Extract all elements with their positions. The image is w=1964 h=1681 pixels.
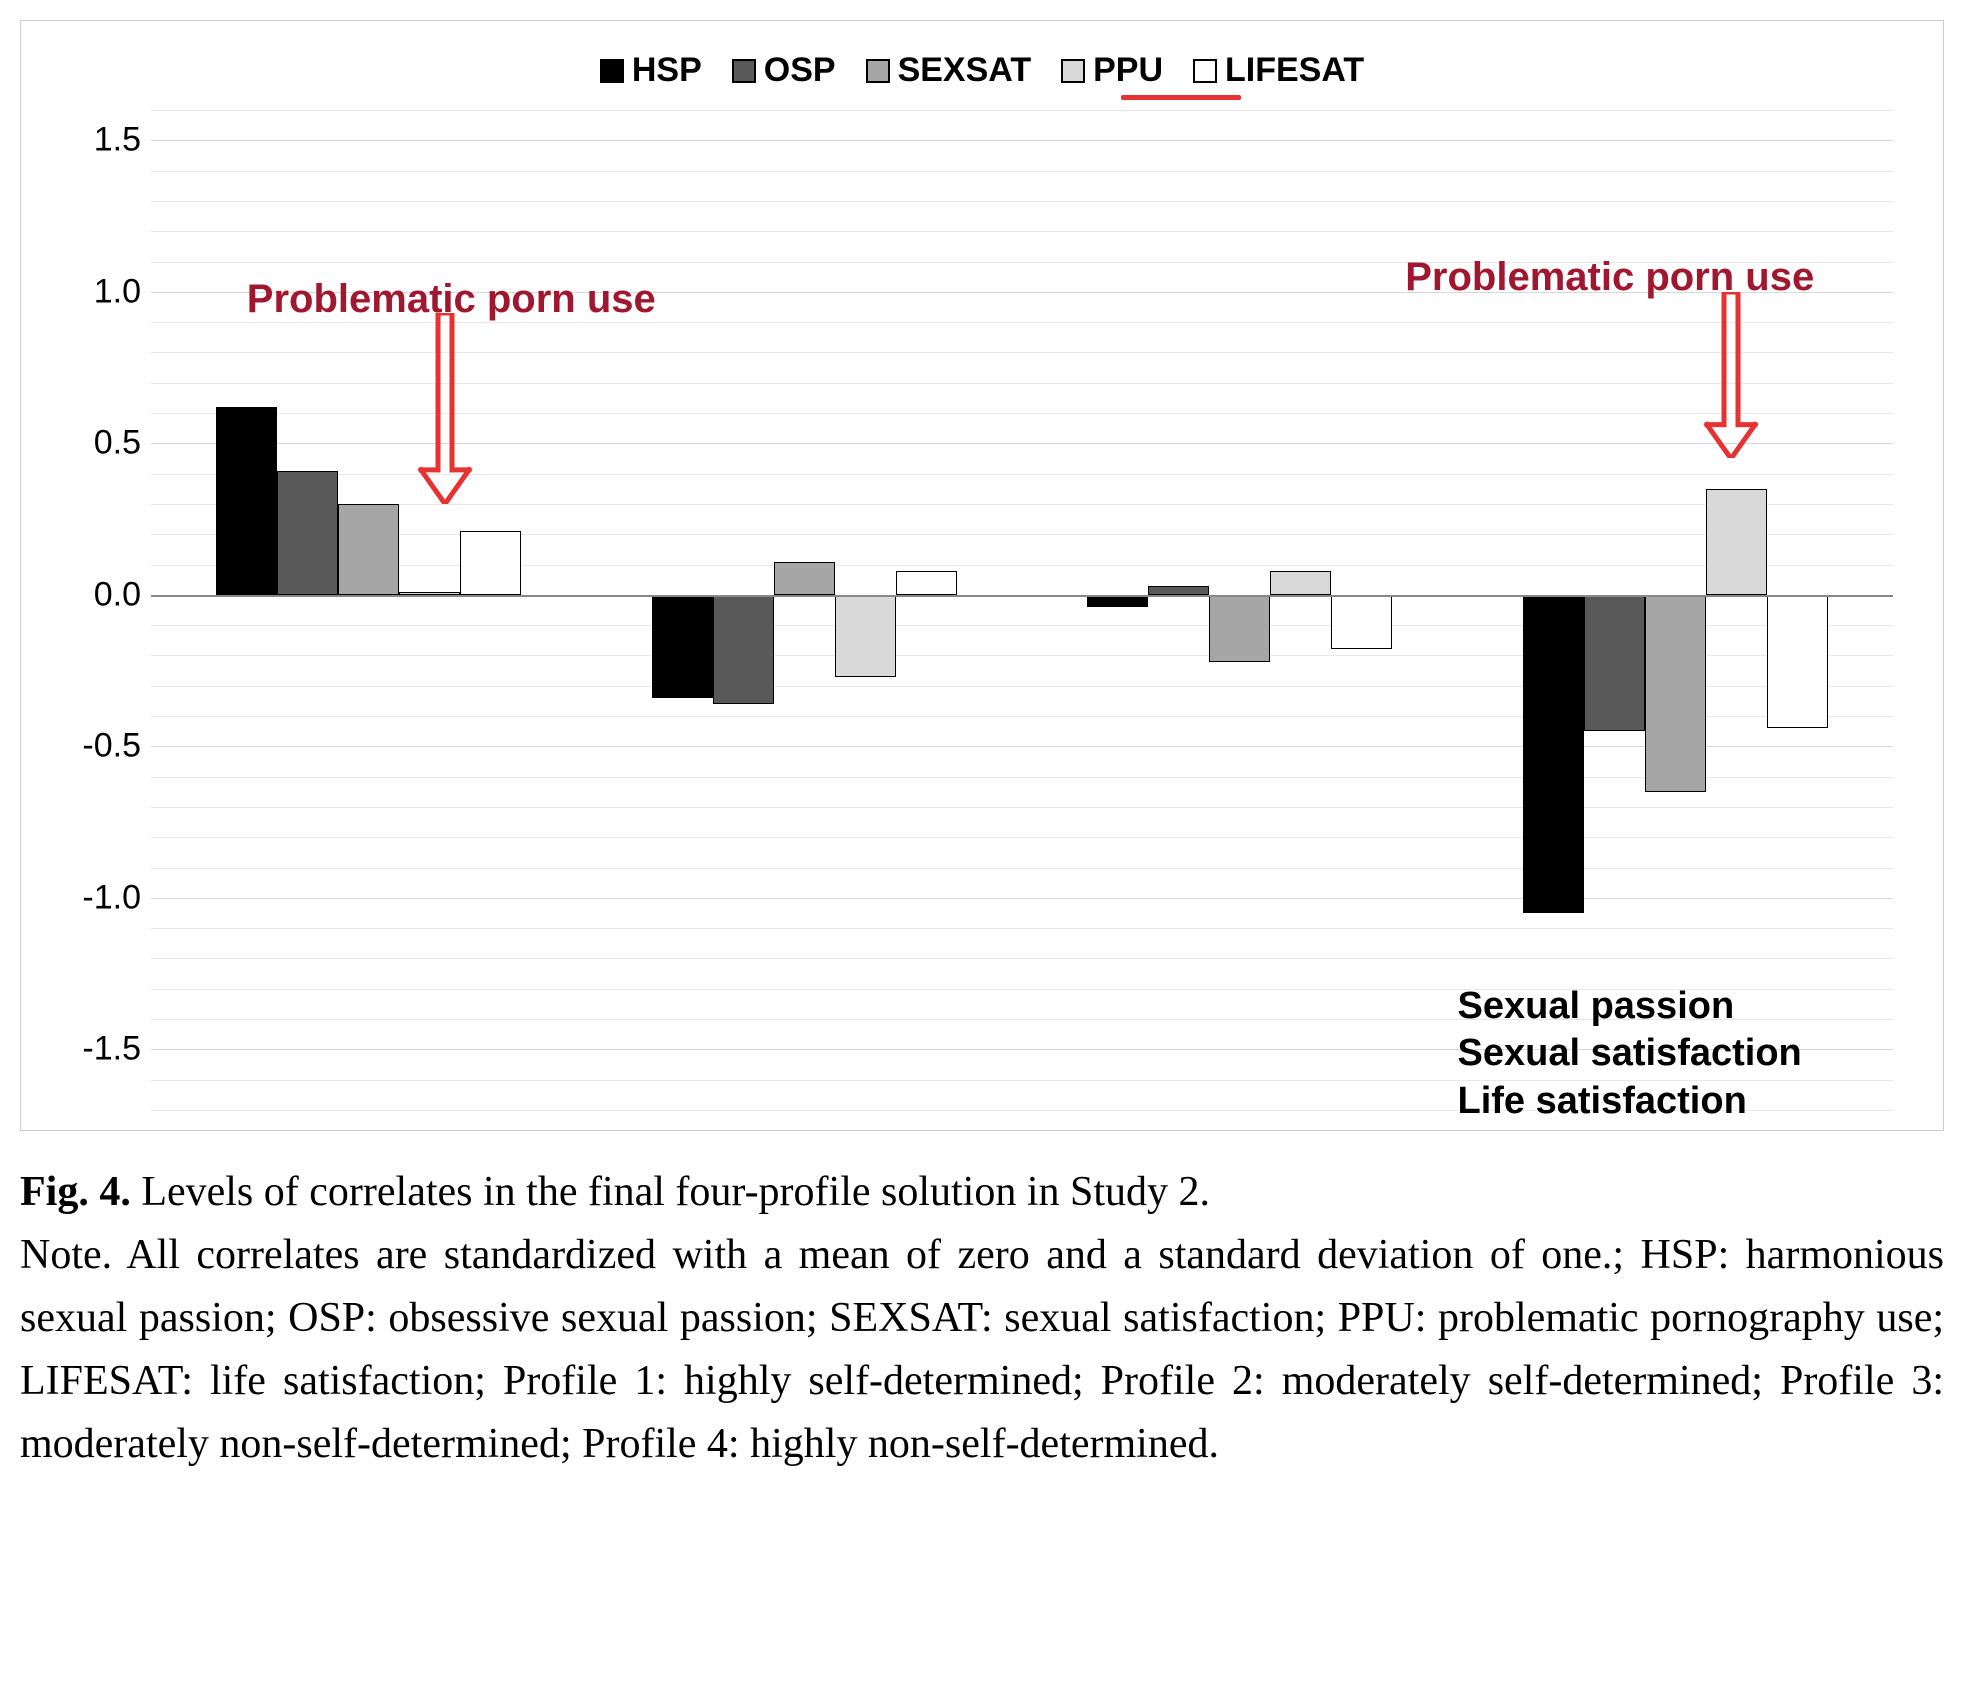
bar bbox=[713, 595, 774, 704]
bar bbox=[338, 504, 399, 595]
zero-line bbox=[151, 595, 1893, 597]
legend-swatch bbox=[732, 59, 756, 83]
bar bbox=[835, 595, 896, 677]
legend-swatch bbox=[866, 59, 890, 83]
annotation-list-item: Life satisfaction bbox=[1458, 1078, 1802, 1126]
legend-swatch bbox=[600, 59, 624, 83]
legend-item-sexsat: SEXSAT bbox=[866, 51, 1032, 90]
bar bbox=[1645, 595, 1706, 792]
figure-container: HSPOSPSEXSATPPULIFESAT -1.5-1.0-0.50.00.… bbox=[20, 20, 1944, 1476]
ppu-underline bbox=[1121, 95, 1241, 100]
y-tick-label: 1.0 bbox=[94, 272, 141, 311]
annotation-list-item: Sexual passion bbox=[1458, 983, 1802, 1031]
bar bbox=[652, 595, 713, 698]
arrow-left-icon bbox=[415, 313, 475, 504]
bar bbox=[1270, 571, 1331, 595]
annotation-list: Sexual passionSexual satisfactionLife sa… bbox=[1458, 983, 1802, 1126]
legend-label: OSP bbox=[764, 51, 836, 90]
legend-item-ppu: PPU bbox=[1061, 51, 1163, 90]
annotation-list-item: Sexual satisfaction bbox=[1458, 1030, 1802, 1078]
y-tick-label: -0.5 bbox=[82, 727, 141, 766]
figure-label: Fig. 4. bbox=[20, 1169, 131, 1215]
bar bbox=[460, 531, 521, 595]
legend-label: LIFESAT bbox=[1225, 51, 1364, 90]
bar bbox=[1767, 595, 1828, 728]
bar bbox=[1584, 595, 1645, 731]
legend: HSP OSP SEXSAT PPU LIFESAT bbox=[51, 51, 1913, 90]
bar bbox=[774, 562, 835, 595]
bar bbox=[216, 407, 277, 595]
plot-area: -1.5-1.0-0.50.00.51.01.5Problematic porn… bbox=[151, 110, 1893, 1110]
y-tick-label: -1.5 bbox=[82, 1030, 141, 1069]
y-tick-label: 0.0 bbox=[94, 575, 141, 614]
legend-label: SEXSAT bbox=[898, 51, 1032, 90]
bar bbox=[1148, 586, 1209, 595]
bar bbox=[1331, 595, 1392, 650]
bar bbox=[1706, 489, 1767, 595]
legend-label: HSP bbox=[632, 51, 702, 90]
legend-item-osp: OSP bbox=[732, 51, 836, 90]
caption-note: Note. All correlates are standardized wi… bbox=[20, 1232, 1944, 1467]
bar bbox=[277, 471, 338, 595]
legend-label: PPU bbox=[1093, 51, 1163, 90]
y-tick-label: 1.5 bbox=[94, 121, 141, 160]
chart-box: HSPOSPSEXSATPPULIFESAT -1.5-1.0-0.50.00.… bbox=[20, 20, 1944, 1131]
bar bbox=[1209, 595, 1270, 662]
caption: Fig. 4. Levels of correlates in the fina… bbox=[20, 1161, 1944, 1476]
legend-item-lifesat: LIFESAT bbox=[1193, 51, 1364, 90]
y-tick-label: -1.0 bbox=[82, 878, 141, 917]
legend-swatch bbox=[1061, 59, 1085, 83]
caption-title: Levels of correlates in the final four-p… bbox=[131, 1169, 1210, 1215]
legend-item-hsp: HSP bbox=[600, 51, 702, 90]
bar bbox=[1523, 595, 1584, 913]
y-tick-label: 0.5 bbox=[94, 424, 141, 463]
legend-swatch bbox=[1193, 59, 1217, 83]
bar bbox=[896, 571, 957, 595]
arrow-right-icon bbox=[1701, 292, 1761, 459]
